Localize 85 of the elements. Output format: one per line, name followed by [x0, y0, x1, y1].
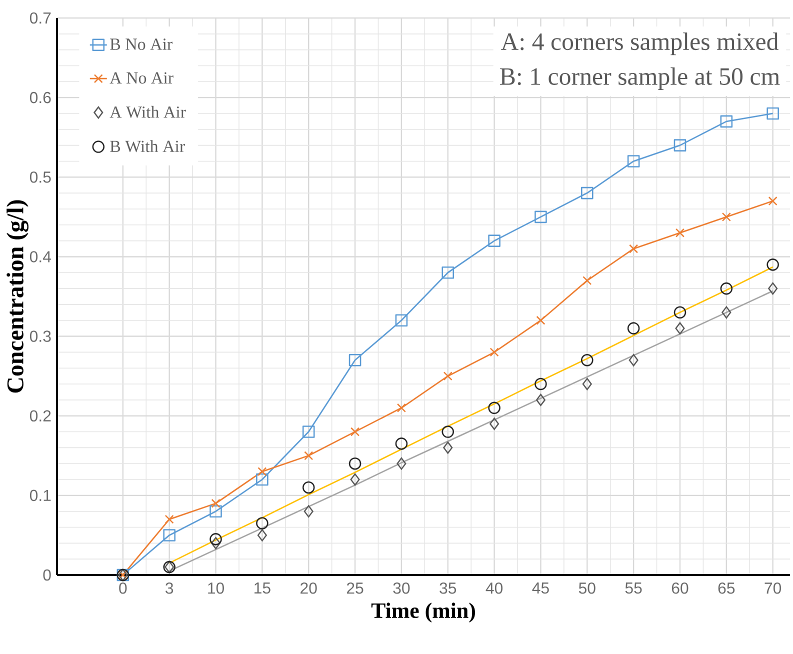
point: [302, 481, 315, 494]
x-tick-label: 3: [166, 582, 174, 594]
point: [582, 276, 592, 286]
legend-label: B No Air: [110, 38, 172, 50]
point: [674, 139, 686, 152]
point: [395, 314, 408, 327]
annotation: A: 4 corners samples mixed: [500, 32, 778, 56]
point: [675, 322, 685, 334]
point: [395, 438, 408, 450]
point: [580, 354, 594, 366]
y-tick-label: 0.2: [30, 410, 51, 422]
point: [304, 505, 314, 518]
point: [536, 316, 546, 325]
point: [304, 451, 314, 460]
x-tick-label: 55: [625, 582, 642, 594]
point: [580, 186, 594, 200]
y-tick-label: 0.5: [30, 172, 51, 183]
point: [674, 306, 686, 319]
point: [534, 378, 547, 390]
point: [442, 266, 454, 279]
x-tick-label: 65: [718, 582, 735, 594]
point: [442, 426, 454, 438]
x-tick-label: 40: [486, 582, 503, 594]
x-tick-label: 45: [532, 582, 549, 594]
x-tick-label: 15: [254, 582, 270, 594]
x-tick-label: 35: [440, 582, 456, 594]
point: [768, 196, 778, 206]
point: [210, 533, 222, 546]
legend-label: A No Air: [110, 72, 174, 84]
point: [722, 306, 732, 319]
point: [488, 234, 500, 247]
x-tick-label: 20: [300, 582, 317, 594]
point: [257, 529, 267, 542]
y-axis-title: Concentration (g/l): [6, 200, 28, 393]
point: [443, 442, 453, 454]
x-tick-label: 0: [119, 582, 127, 594]
point: [396, 457, 406, 470]
point: [443, 372, 452, 381]
x-tick-label: 50: [578, 582, 596, 594]
point: [536, 394, 546, 406]
point: [210, 537, 221, 550]
x-tick-label: 10: [208, 582, 224, 594]
x-tick-label: 25: [346, 582, 364, 594]
legend-label: A With Air: [110, 106, 186, 118]
point: [350, 473, 360, 486]
point: [534, 210, 547, 224]
point: [722, 212, 731, 222]
point: [628, 354, 638, 366]
x-tick-label: 30: [393, 582, 410, 594]
point: [582, 378, 592, 390]
point: [720, 115, 733, 128]
point: [768, 282, 778, 295]
point: [488, 402, 500, 414]
point: [675, 228, 685, 238]
y-tick-label: 0: [43, 569, 51, 581]
point: [302, 426, 315, 438]
y-tick-label: 0.3: [30, 330, 51, 342]
point: [348, 457, 362, 470]
point: [627, 155, 640, 168]
point: [490, 418, 500, 430]
x-tick-label: 70: [764, 582, 782, 594]
point: [396, 403, 406, 412]
y-tick-label: 0.4: [30, 251, 52, 262]
legend-label: B With Air: [110, 140, 185, 152]
point: [211, 498, 220, 508]
point: [258, 467, 267, 476]
point: [350, 427, 360, 436]
y-tick-label: 0.7: [30, 12, 51, 24]
y-tick-label: 0.6: [30, 92, 51, 104]
point: [256, 473, 268, 486]
point: [720, 282, 733, 295]
point: [210, 505, 222, 518]
annotation: B: 1 corner sample at 50 cm: [500, 67, 780, 90]
point: [490, 348, 499, 357]
point: [256, 517, 268, 530]
point: [163, 529, 176, 542]
point: [766, 107, 779, 120]
x-axis-title: Time (min): [371, 602, 475, 623]
point: [627, 322, 640, 334]
x-tick-label: 60: [672, 582, 688, 594]
point: [348, 354, 362, 366]
point: [629, 244, 638, 254]
point: [164, 514, 174, 524]
point: [766, 258, 779, 271]
y-tick-label: 0.1: [30, 490, 51, 502]
